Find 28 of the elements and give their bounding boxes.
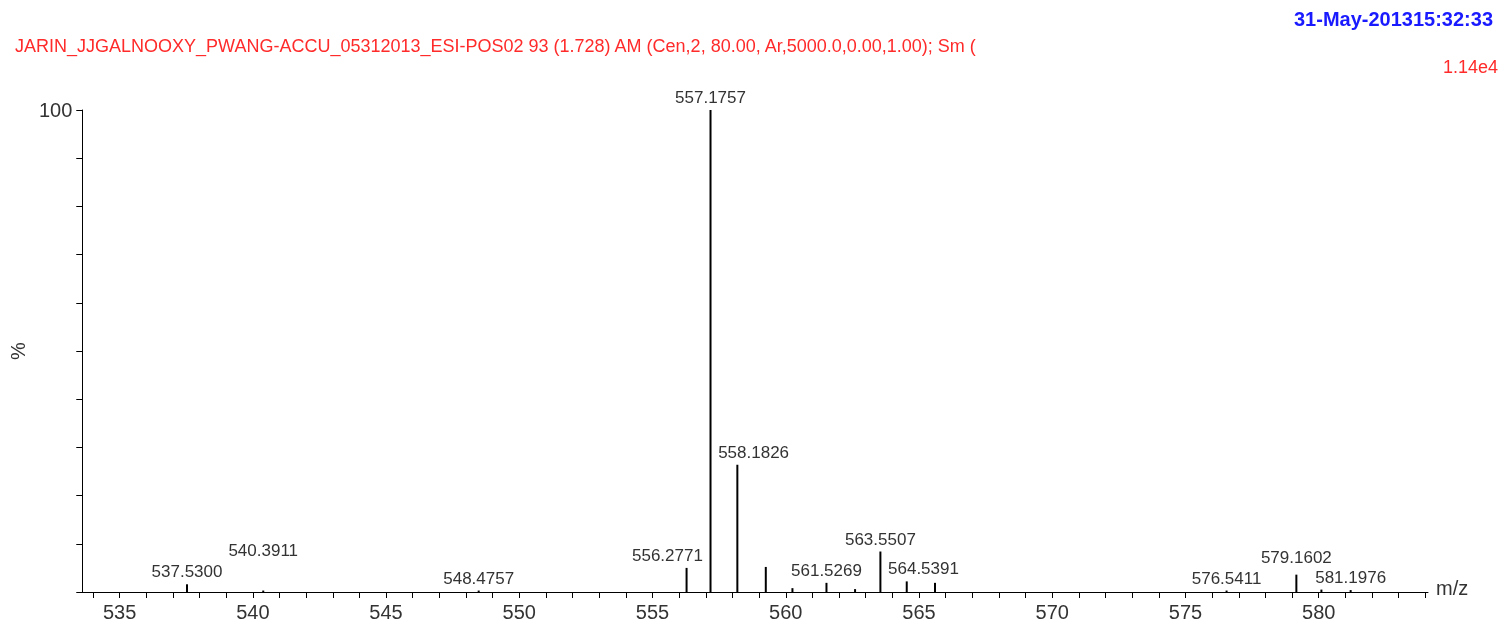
chart-title: 31-May-201315:32:33 xyxy=(1293,8,1494,30)
text: 1.14e4 xyxy=(1442,57,1499,77)
annotation: 558.1826 xyxy=(718,442,790,462)
x-tick-label: 580 xyxy=(1302,601,1336,623)
x-tick-label: 565 xyxy=(902,601,936,623)
annotation: 564.5391 xyxy=(888,559,959,579)
x-tick-label: 545 xyxy=(369,601,403,623)
annotation: 537.5300 xyxy=(151,562,223,582)
x-tick-label: 560 xyxy=(769,601,803,623)
x-tick-label: 555 xyxy=(635,601,670,623)
y-tick-label: 100 xyxy=(38,99,73,121)
annotation: 561.5269 xyxy=(791,560,862,580)
annotation: 540.3911 xyxy=(228,541,299,561)
annotation: 557.1757 xyxy=(675,88,746,107)
annotation: 556.2771 xyxy=(631,545,703,565)
annotation: 548.4757 xyxy=(443,568,515,588)
x-tick-label: 535 xyxy=(102,601,137,623)
y-axis-title: % xyxy=(7,341,29,360)
x-tick-label: 550 xyxy=(502,601,536,623)
annotation: 576.5411 xyxy=(1191,568,1262,588)
x-tick-label: 540 xyxy=(236,601,270,623)
x-tick-label: 570 xyxy=(1035,601,1069,623)
x-tick-label: 575 xyxy=(1168,601,1203,623)
annotation: 563.5507 xyxy=(844,529,916,549)
annotation: 581.1976 xyxy=(1315,568,1387,588)
x-axis-title: m/z xyxy=(1436,577,1469,599)
annotation: 579.1602 xyxy=(1260,547,1332,567)
chart-subtitle: JARIN_JJGALNOOXY_PWANG-ACCU_05312013_ESI-POS02 93 (1.728) AM (Cen,2, 80.00, Ar,5000.0,0.00,1.00); Sm ( xyxy=(15,36,976,57)
